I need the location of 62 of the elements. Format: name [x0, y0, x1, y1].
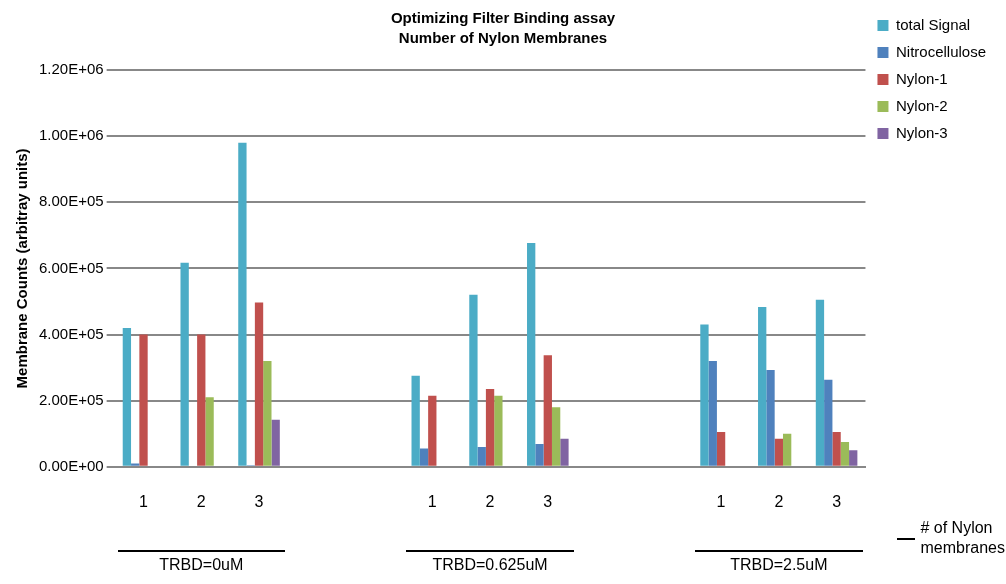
x-tick-label: 3 — [543, 492, 553, 510]
bar — [716, 432, 726, 466]
bar — [428, 395, 437, 466]
bar — [254, 302, 264, 466]
y-tick-label: 0.00E+00 — [38, 456, 104, 474]
legend-label: Nylon-2 — [895, 96, 948, 114]
legend-label: Nylon-3 — [895, 123, 948, 141]
bar — [485, 389, 495, 466]
x-tick-label: 3 — [832, 492, 842, 510]
text: TRBD=2.5uM — [695, 550, 863, 574]
bar — [263, 360, 272, 466]
y-tick-label: 2.00E+05 — [38, 390, 104, 408]
text: # of Nylon membranes — [920, 518, 1006, 558]
legend-label: Nitrocellulose — [895, 42, 987, 60]
bar — [700, 324, 709, 466]
bar — [551, 407, 561, 466]
bar — [527, 242, 536, 466]
bar — [205, 397, 214, 466]
bar — [197, 334, 206, 466]
y-tick-label: 6.00E+05 — [38, 258, 104, 276]
text: TRBD=0.625uM — [406, 550, 574, 574]
y-axis-title: Membrane Counts (arbitray units) — [13, 148, 31, 389]
x-tick-label: 1 — [716, 492, 726, 510]
bar — [824, 379, 833, 466]
bar — [238, 142, 247, 466]
bar — [849, 450, 858, 466]
bar — [411, 375, 420, 466]
y-tick-label: 4.00E+05 — [38, 324, 104, 342]
x-tick-label: 2 — [196, 492, 206, 510]
x-tick-label: 3 — [254, 492, 264, 510]
legend-label: Nylon-1 — [895, 69, 948, 87]
x-tick-label: 1 — [427, 492, 437, 510]
bar — [535, 443, 544, 466]
bar — [543, 355, 552, 466]
legend-label: total Signal — [895, 15, 971, 33]
bar — [840, 442, 850, 466]
bar — [560, 438, 569, 466]
bar — [131, 463, 140, 466]
bar — [180, 262, 189, 466]
x-tick-label: 1 — [139, 492, 149, 510]
bar — [469, 294, 478, 466]
bar — [477, 446, 486, 466]
bar — [419, 448, 429, 466]
bar — [815, 299, 825, 466]
bar — [271, 419, 280, 466]
bar — [782, 433, 792, 466]
chart-title: Optimizing Filter Binding assay — [390, 9, 616, 27]
bar — [708, 360, 717, 466]
x-tick-label: 2 — [485, 492, 495, 510]
bar — [758, 307, 767, 466]
bar — [139, 334, 148, 466]
chart-subtitle: Number of Nylon Membranes — [398, 29, 608, 47]
bar — [494, 395, 503, 466]
y-tick-label: 8.00E+05 — [38, 192, 104, 210]
bar — [122, 327, 132, 466]
bar — [766, 369, 775, 466]
bar — [774, 438, 783, 466]
y-tick-label: 1.20E+06 — [38, 60, 104, 78]
y-tick-label: 1.00E+06 — [38, 126, 104, 144]
x-tick-label: 2 — [774, 492, 784, 510]
text: TRBD=0uM — [117, 550, 286, 574]
bar — [832, 432, 841, 466]
